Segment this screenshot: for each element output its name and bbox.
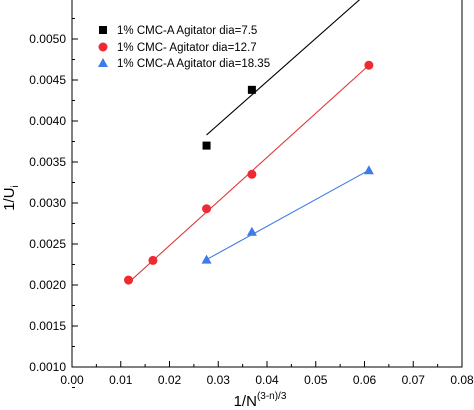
data-point-series-2 bbox=[201, 254, 212, 264]
y-tick-label: 0.0050 bbox=[29, 32, 66, 46]
data-point-series-1 bbox=[148, 255, 158, 265]
x-tick-label: 0.05 bbox=[304, 373, 328, 387]
x-axis-ticks: 0.00 0.01 0.02 0.03 0.04 0.05 0.06 0.07 0.08 bbox=[60, 361, 474, 387]
plot-frame bbox=[71, 0, 463, 368]
legend-item-2: 1% CMC-A Agitator dia=18.35 bbox=[98, 58, 270, 70]
legend-square-marker bbox=[99, 26, 107, 34]
legend-item-0: 1% CMC-A Agitator dia=7.5 bbox=[99, 25, 257, 37]
x-tick-label: 0.01 bbox=[109, 373, 133, 387]
data-point-series-1 bbox=[247, 169, 257, 179]
y-tick-label: 0.0035 bbox=[29, 155, 66, 169]
x-tick-label: 0.08 bbox=[450, 373, 474, 387]
x-tick-label: 0.04 bbox=[255, 373, 279, 387]
x-tick-label: 0.02 bbox=[158, 373, 182, 387]
y-tick-label: 0.0040 bbox=[29, 114, 66, 128]
data-point-series-1 bbox=[124, 275, 134, 285]
legend: 1% CMC-A Agitator dia=7.5 1% CMC- Agitat… bbox=[98, 25, 270, 70]
fit-line-series-2 bbox=[206, 169, 370, 261]
x-tick-label: 0.06 bbox=[353, 373, 377, 387]
y-axis-title: 1/Ui bbox=[1, 185, 21, 211]
data-point-series-2 bbox=[246, 226, 257, 236]
y-tick-label: 0.0030 bbox=[29, 196, 66, 210]
data-point-series-1 bbox=[202, 204, 212, 214]
fit-line-series-0 bbox=[206, 0, 361, 136]
y-tick-label: 0.0015 bbox=[29, 319, 66, 333]
data-point-series-0 bbox=[202, 141, 211, 150]
x-tick-label: 0.03 bbox=[207, 373, 231, 387]
data-point-series-0 bbox=[247, 85, 256, 94]
y-tick-label: 0.0045 bbox=[29, 73, 66, 87]
legend-label-1: 1% CMC- Agitator dia=12.7 bbox=[117, 42, 257, 54]
legend-item-1: 1% CMC- Agitator dia=12.7 bbox=[98, 42, 257, 54]
y-tick-label: 0.0010 bbox=[29, 360, 66, 374]
legend-label-0: 1% CMC-A Agitator dia=7.5 bbox=[117, 25, 257, 37]
data-point-series-1 bbox=[364, 60, 374, 70]
y-tick-label: 0.0020 bbox=[29, 278, 66, 292]
x-tick-label: 0.07 bbox=[402, 373, 426, 387]
x-axis-title: 1/N(3-n)/3 bbox=[234, 391, 287, 410]
x-tick-label: 0.00 bbox=[60, 373, 84, 387]
legend-label-2: 1% CMC-A Agitator dia=18.35 bbox=[117, 58, 270, 70]
y-tick-label: 0.0025 bbox=[29, 237, 66, 251]
legend-triangle-marker bbox=[98, 58, 108, 67]
y-axis-ticks: 0.0010 0.0015 0.0020 0.0025 0.0030 0.0035 0.00… bbox=[29, 18, 78, 388]
data-markers bbox=[124, 60, 374, 285]
legend-circle-marker bbox=[98, 42, 108, 52]
data-point-series-2 bbox=[363, 165, 374, 175]
